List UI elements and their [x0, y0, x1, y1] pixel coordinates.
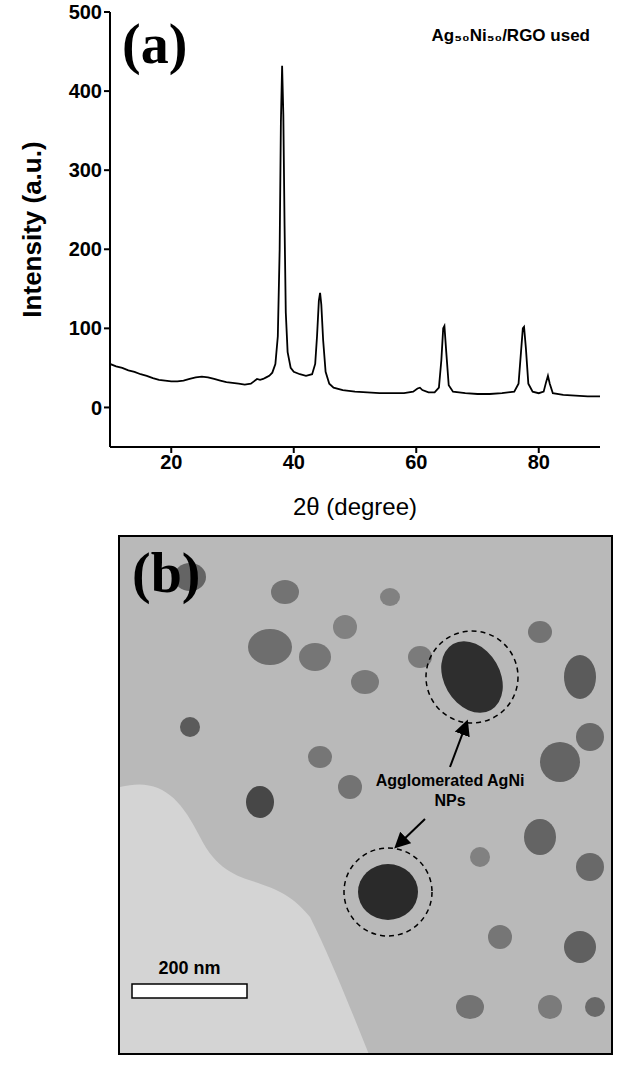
svg-text:40: 40 [283, 451, 305, 473]
svg-text:Intensity (a.u.): Intensity (a.u.) [17, 141, 47, 317]
html-text:Ag₅₀Ni₅₀/RGO used: Ag₅₀Ni₅₀/RGO used [431, 26, 590, 45]
svg-text:2θ (degree): 2θ (degree) [293, 493, 417, 520]
html-text:(b): (b) [132, 542, 201, 604]
svg-text:300: 300 [69, 159, 102, 181]
svg-text:200: 200 [69, 238, 102, 260]
svg-text:20: 20 [160, 451, 182, 473]
svg-text:60: 60 [405, 451, 427, 473]
svg-text:100: 100 [69, 317, 102, 339]
svg-text:0: 0 [91, 397, 102, 419]
html-text:(a): (a) [122, 13, 188, 75]
html-text:Agglomerated AgNi NPs: Agglomerated AgNi NPs [375, 772, 525, 809]
html-text:200 nm: 200 nm [158, 958, 221, 978]
svg-text:400: 400 [69, 80, 102, 102]
svg-text:80: 80 [528, 451, 550, 473]
svg-text:500: 500 [69, 1, 102, 23]
